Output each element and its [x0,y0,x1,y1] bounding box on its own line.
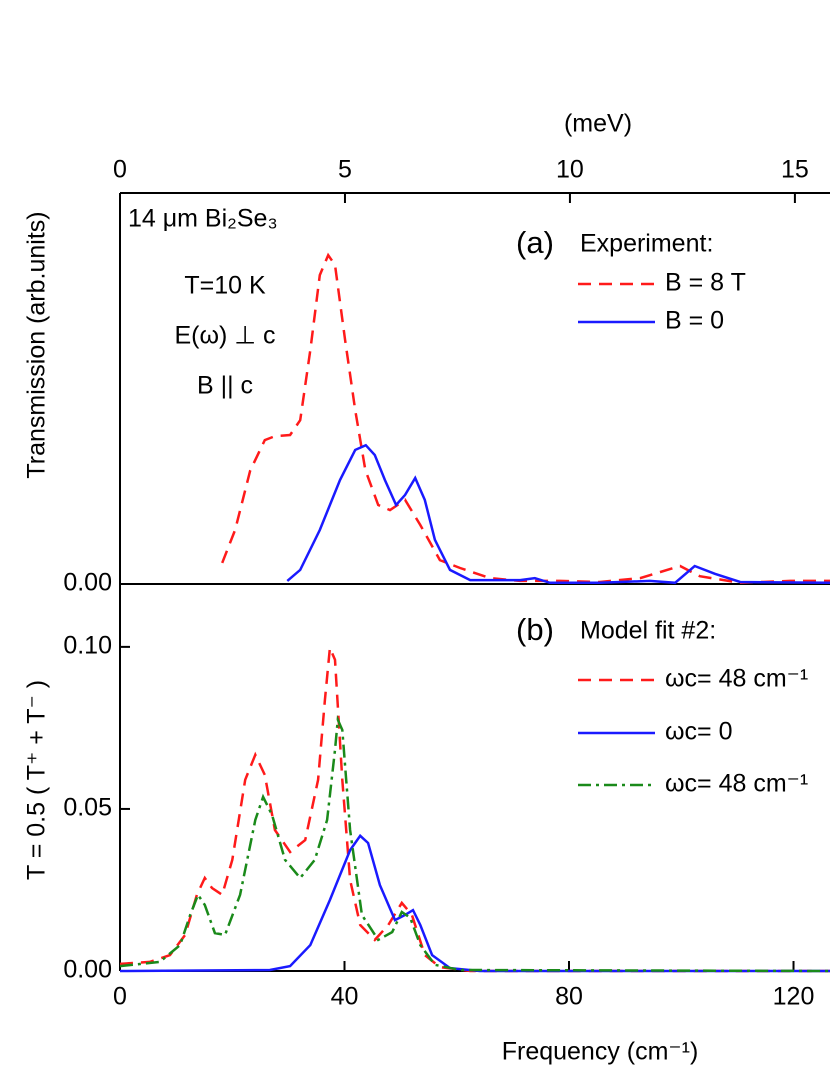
legend-title: Model fit #2: [580,617,716,645]
annotation: 14 μm Bi₂Se₃ [128,205,278,233]
series-line [119,647,830,973]
series-line [119,714,830,973]
legend-label: ωc= 0 [665,718,732,746]
y-axis-label: T = 0.5 ( T⁺ + T⁻ ) [23,680,51,880]
x2-tick-label: 10 [556,156,584,184]
x-axis-label: Frequency (cm⁻¹) [502,1038,699,1066]
x-tick-label: 0 [113,983,127,1011]
y-axis-label: Transmission (arb.units) [23,211,51,478]
legend-label: ωc= 48 cm⁻¹ [665,665,808,693]
legend-label: ωc= 48 cm⁻¹ [665,770,808,798]
y-tick-label: 0.05 [63,794,112,822]
panel-label: (a) [516,225,554,260]
y-tick-label: 0.00 [63,569,112,597]
x2-tick-label: 15 [781,156,809,184]
annotation: B || c [197,372,253,400]
x-tick-label: 80 [555,983,583,1011]
panel-label: (b) [516,612,554,647]
series-line [119,833,830,973]
x-tick-label: 120 [773,983,815,1011]
annotation: E(ω) ⊥ c [174,322,275,350]
x2-tick-label: 0 [113,156,127,184]
x2-tick-label: 5 [338,156,352,184]
x2-axis-label: (meV) [564,110,632,138]
series-line [221,252,830,585]
legend-label: B = 8 T [665,269,746,297]
x-tick-label: 40 [331,983,359,1011]
legend-label: B = 0 [665,307,724,335]
series-line [286,443,830,585]
y-tick-label: 0.10 [63,631,112,659]
annotation: T=10 K [184,272,266,300]
legend-title: Experiment: [580,230,713,258]
y-tick-label: 0.00 [63,956,112,984]
